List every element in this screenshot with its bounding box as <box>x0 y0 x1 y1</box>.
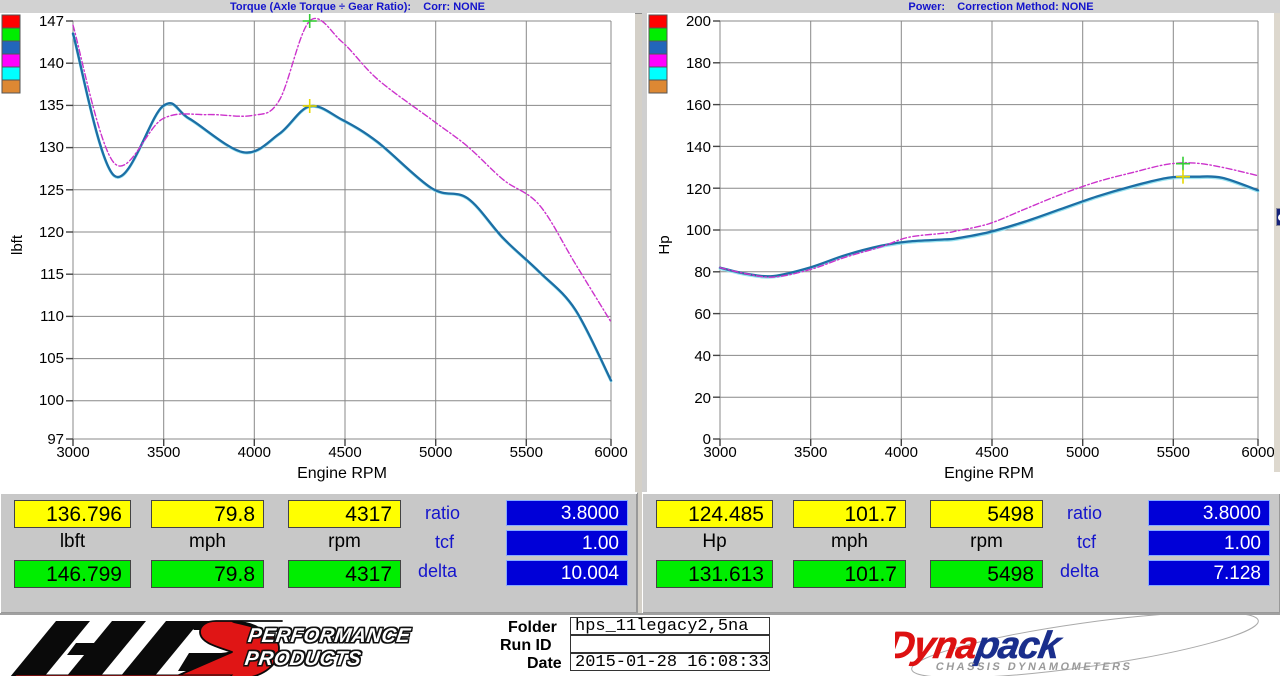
svg-text:5000: 5000 <box>1066 444 1099 461</box>
svg-text:4000: 4000 <box>238 444 271 461</box>
svg-text:140: 140 <box>686 139 711 156</box>
svg-text:80: 80 <box>694 264 711 281</box>
svg-text:3000: 3000 <box>703 444 736 461</box>
svg-text:140: 140 <box>39 55 64 72</box>
svg-text:147: 147 <box>39 13 64 30</box>
svg-text:6000: 6000 <box>1241 444 1274 461</box>
svg-text:4500: 4500 <box>975 444 1008 461</box>
svg-text:100: 100 <box>39 392 64 409</box>
svg-text:200: 200 <box>686 13 711 30</box>
svg-text:4500: 4500 <box>328 444 361 461</box>
svg-text:130: 130 <box>39 139 64 156</box>
svg-text:105: 105 <box>39 350 64 367</box>
svg-text:5000: 5000 <box>419 444 452 461</box>
svg-text:180: 180 <box>686 55 711 72</box>
svg-text:60: 60 <box>694 306 711 323</box>
svg-text:40: 40 <box>694 348 711 365</box>
svg-text:125: 125 <box>39 182 64 199</box>
svg-text:Engine RPM: Engine RPM <box>297 465 387 482</box>
svg-text:6000: 6000 <box>594 444 627 461</box>
svg-text:5500: 5500 <box>1157 444 1190 461</box>
svg-text:160: 160 <box>686 97 711 114</box>
svg-text:Engine RPM: Engine RPM <box>944 465 1034 482</box>
svg-text:Hp: Hp <box>656 235 673 254</box>
svg-text:115: 115 <box>40 266 64 283</box>
svg-text:100: 100 <box>686 222 711 239</box>
svg-text:110: 110 <box>40 308 64 325</box>
svg-text:3000: 3000 <box>56 444 89 461</box>
svg-text:3500: 3500 <box>794 444 827 461</box>
svg-text:5500: 5500 <box>510 444 543 461</box>
svg-text:120: 120 <box>39 224 64 241</box>
svg-text:lbft: lbft <box>9 234 26 255</box>
svg-text:CHASSIS DYNAMOMETERS: CHASSIS DYNAMOMETERS <box>935 661 1134 673</box>
svg-text:20: 20 <box>694 390 711 407</box>
svg-text:3500: 3500 <box>147 444 180 461</box>
svg-text:4000: 4000 <box>885 444 918 461</box>
svg-text:135: 135 <box>39 97 64 114</box>
svg-text:120: 120 <box>686 181 711 198</box>
